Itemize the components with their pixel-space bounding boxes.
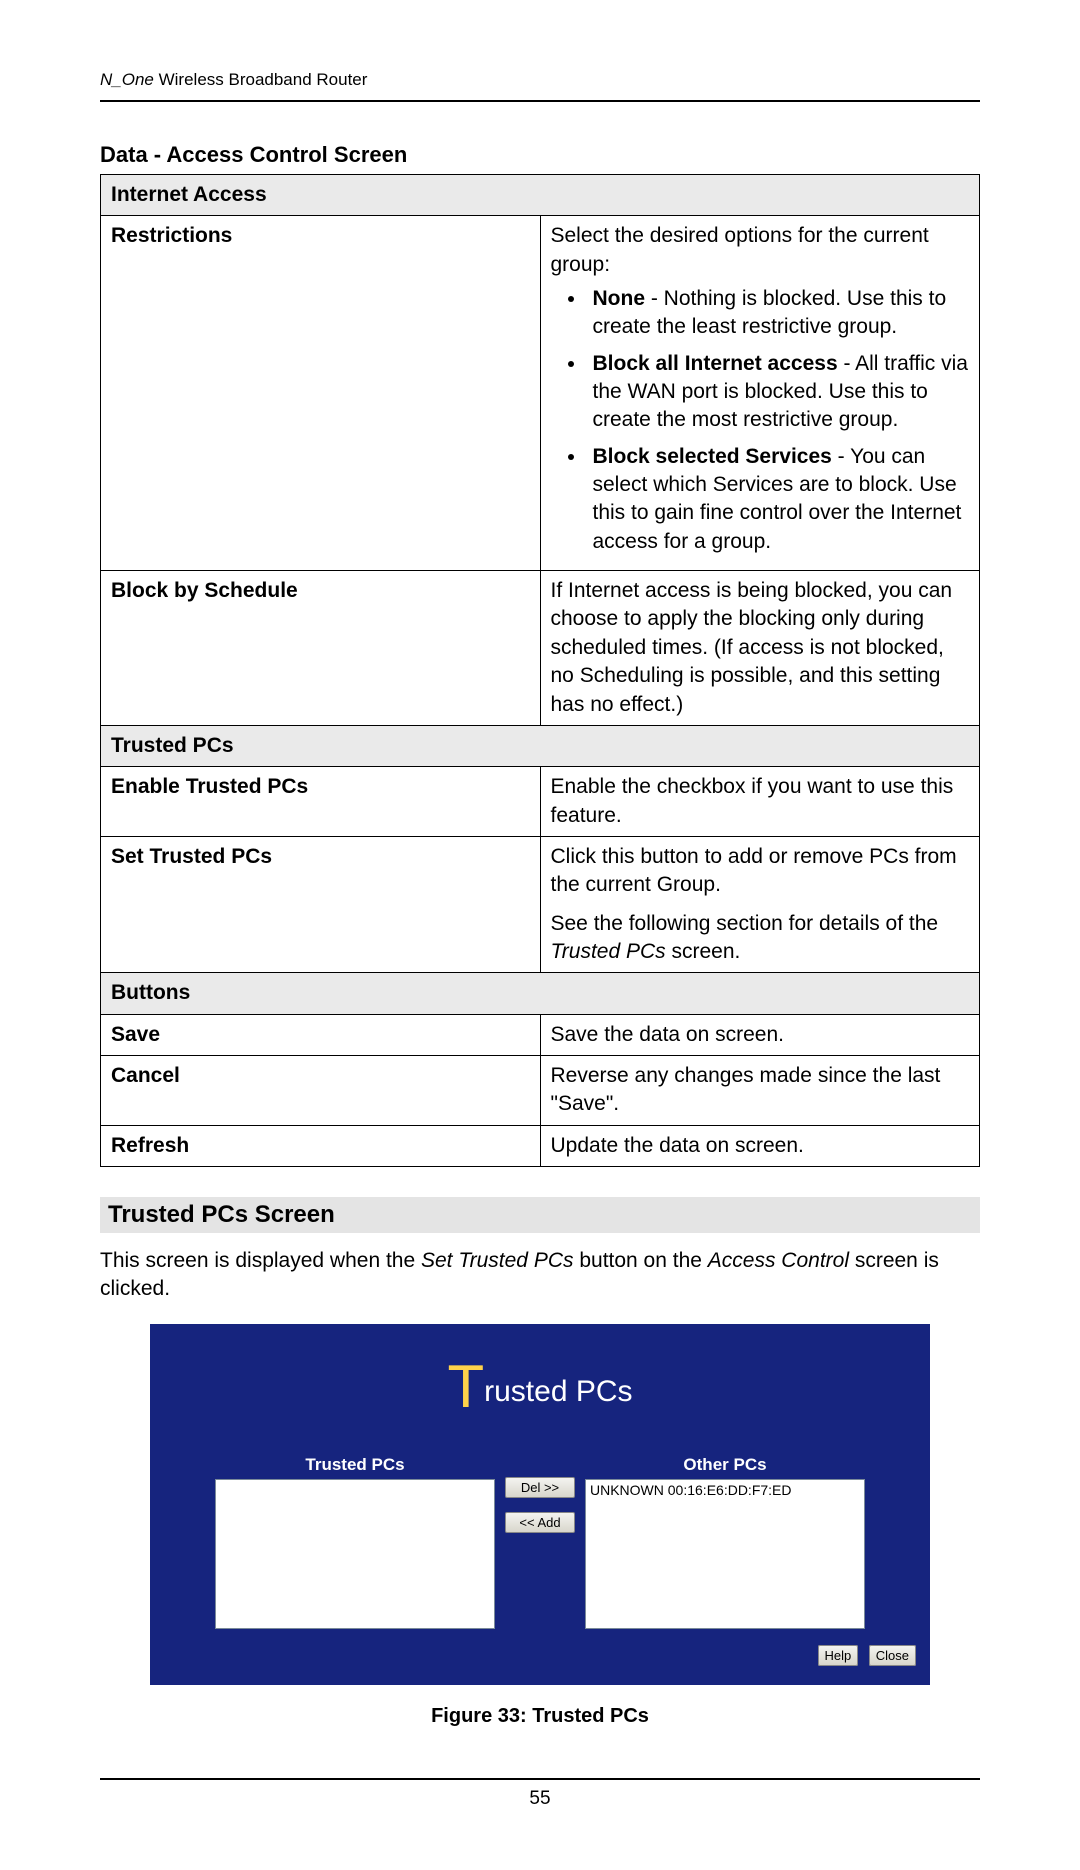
trusted-column: Trusted PCs bbox=[215, 1455, 495, 1629]
trusted-pcs-label: Trusted PCs bbox=[215, 1455, 495, 1475]
row-refresh-desc: Update the data on screen. bbox=[540, 1125, 980, 1166]
trusted-pcs-panel: Trusted PCs Trusted PCs Del >> << Add Ot… bbox=[150, 1324, 930, 1685]
page-title: Data - Access Control Screen bbox=[100, 142, 980, 168]
add-button[interactable]: << Add bbox=[505, 1512, 575, 1533]
row-cancel-label: Cancel bbox=[101, 1055, 541, 1125]
title-big-t: T bbox=[447, 1353, 484, 1420]
row-restrictions-label: Restrictions bbox=[101, 216, 541, 571]
row-save-desc: Save the data on screen. bbox=[540, 1014, 980, 1055]
restrictions-opt2: Block all Internet access - All traffic … bbox=[587, 350, 970, 435]
transfer-buttons: Del >> << Add bbox=[505, 1477, 575, 1533]
other-pcs-listbox[interactable]: UNKNOWN 00:16:E6:DD:F7:ED bbox=[585, 1479, 865, 1629]
restrictions-intro: Select the desired options for the curre… bbox=[551, 224, 929, 275]
description-table: Internet Access Restrictions Select the … bbox=[100, 174, 980, 1167]
section-buttons: Buttons bbox=[101, 973, 980, 1014]
restrictions-opt1: None - Nothing is blocked. Use this to c… bbox=[587, 285, 970, 342]
help-button[interactable]: Help bbox=[818, 1645, 859, 1666]
footer-rule bbox=[100, 1778, 980, 1780]
section-internet-access: Internet Access bbox=[101, 175, 980, 216]
row-enable-trusted-desc: Enable the checkbox if you want to use t… bbox=[540, 767, 980, 837]
page-header: N_One Wireless Broadband Router bbox=[100, 70, 980, 90]
bottom-buttons: Help Close bbox=[164, 1647, 916, 1665]
row-set-trusted-label: Set Trusted PCs bbox=[101, 836, 541, 972]
subheading-trusted-pcs-screen: Trusted PCs Screen bbox=[100, 1197, 980, 1233]
trusted-pcs-title: Trusted PCs bbox=[164, 1352, 916, 1421]
header-rule bbox=[100, 100, 980, 102]
figure-caption: Figure 33: Trusted PCs bbox=[100, 1705, 980, 1728]
row-restrictions-desc: Select the desired options for the curre… bbox=[540, 216, 980, 571]
trusted-pcs-listbox[interactable] bbox=[215, 1479, 495, 1629]
header-product-italic: N_One bbox=[100, 70, 154, 89]
row-enable-trusted-label: Enable Trusted PCs bbox=[101, 767, 541, 837]
header-product-rest: Wireless Broadband Router bbox=[154, 70, 368, 89]
page-number: 55 bbox=[100, 1788, 980, 1810]
row-block-schedule-desc: If Internet access is being blocked, you… bbox=[540, 571, 980, 726]
other-pcs-item[interactable]: UNKNOWN 00:16:E6:DD:F7:ED bbox=[590, 1482, 860, 1498]
restrictions-opt3: Block selected Services - You can select… bbox=[587, 443, 970, 556]
row-cancel-desc: Reverse any changes made since the last … bbox=[540, 1055, 980, 1125]
restrictions-list: None - Nothing is blocked. Use this to c… bbox=[551, 285, 970, 556]
row-refresh-label: Refresh bbox=[101, 1125, 541, 1166]
close-button[interactable]: Close bbox=[869, 1645, 916, 1666]
row-block-schedule-label: Block by Schedule bbox=[101, 571, 541, 726]
other-pcs-label: Other PCs bbox=[585, 1455, 865, 1475]
del-button[interactable]: Del >> bbox=[505, 1477, 575, 1498]
body-paragraph: This screen is displayed when the Set Tr… bbox=[100, 1247, 980, 1304]
other-column: Other PCs UNKNOWN 00:16:E6:DD:F7:ED bbox=[585, 1455, 865, 1629]
section-trusted-pcs: Trusted PCs bbox=[101, 725, 980, 766]
row-set-trusted-desc: Click this button to add or remove PCs f… bbox=[540, 836, 980, 972]
row-save-label: Save bbox=[101, 1014, 541, 1055]
figure-trusted-pcs: Trusted PCs Trusted PCs Del >> << Add Ot… bbox=[100, 1324, 980, 1685]
